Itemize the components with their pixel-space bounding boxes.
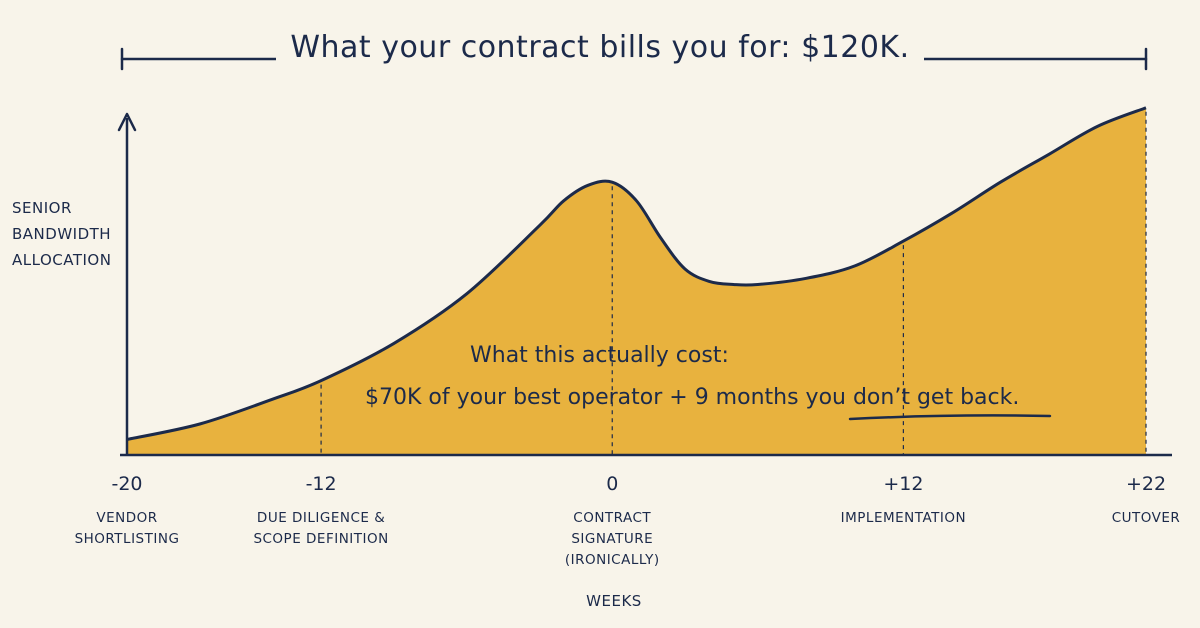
annotation-emphasis: you don’t get back.: [805, 385, 1020, 410]
y-axis-label: SENIOR BANDWIDTH ALLOCATION: [12, 195, 132, 273]
x-tick-label-2: 0: [606, 473, 618, 495]
y-axis-label-line-1: SENIOR: [12, 199, 72, 217]
annotation-line-2-prefix: $70K of your best operator + 9 months: [365, 385, 806, 410]
tick-droplines: [320, 111, 1147, 455]
y-axis-label-line-2: BANDWIDTH: [12, 225, 112, 243]
x-tick-caption-2-1: SIGNATURE: [571, 531, 653, 547]
y-axis-label-line-3: ALLOCATION: [12, 251, 112, 269]
cost-curve-line: [126, 106, 1147, 441]
x-tick-label-0: -20: [111, 473, 142, 495]
emphasis-underline: [848, 414, 1052, 421]
x-tick-label-3: +12: [883, 473, 923, 495]
x-tick-caption-2-2: (IRONICALLY): [565, 552, 660, 568]
chart-title: What your contract bills you for: $120K.: [0, 30, 1200, 65]
annotation-line-2: $70K of your best operator + 9 months yo…: [365, 385, 1019, 410]
y-axis-arrow-icon: [117, 112, 137, 132]
x-tick-caption-0-1: SHORTLISTING: [75, 531, 180, 547]
x-tick-label-1: -12: [306, 473, 337, 495]
tick-labels: -20 VENDOR SHORTLISTING -12 DUE DILIGENCE & S…: [75, 473, 1181, 568]
x-axis-label: WEEKS: [586, 592, 642, 610]
x-tick-caption-0-0: VENDOR: [96, 510, 157, 526]
chart-title-text: What your contract bills you for: $120K.: [276, 30, 924, 65]
x-tick-caption-1-1: SCOPE DEFINITION: [253, 531, 388, 547]
x-tick-caption-4-0: CUTOVER: [1112, 510, 1181, 526]
x-tick-caption-2-0: CONTRACT: [573, 510, 651, 526]
annotation-line-1: What this actually cost:: [470, 343, 729, 368]
cost-area: [127, 107, 1146, 456]
x-tick-caption-3-0: IMPLEMENTATION: [841, 510, 966, 526]
x-tick-caption-1-0: DUE DILIGENCE &: [257, 510, 385, 526]
x-tick-label-4: +22: [1126, 473, 1166, 495]
